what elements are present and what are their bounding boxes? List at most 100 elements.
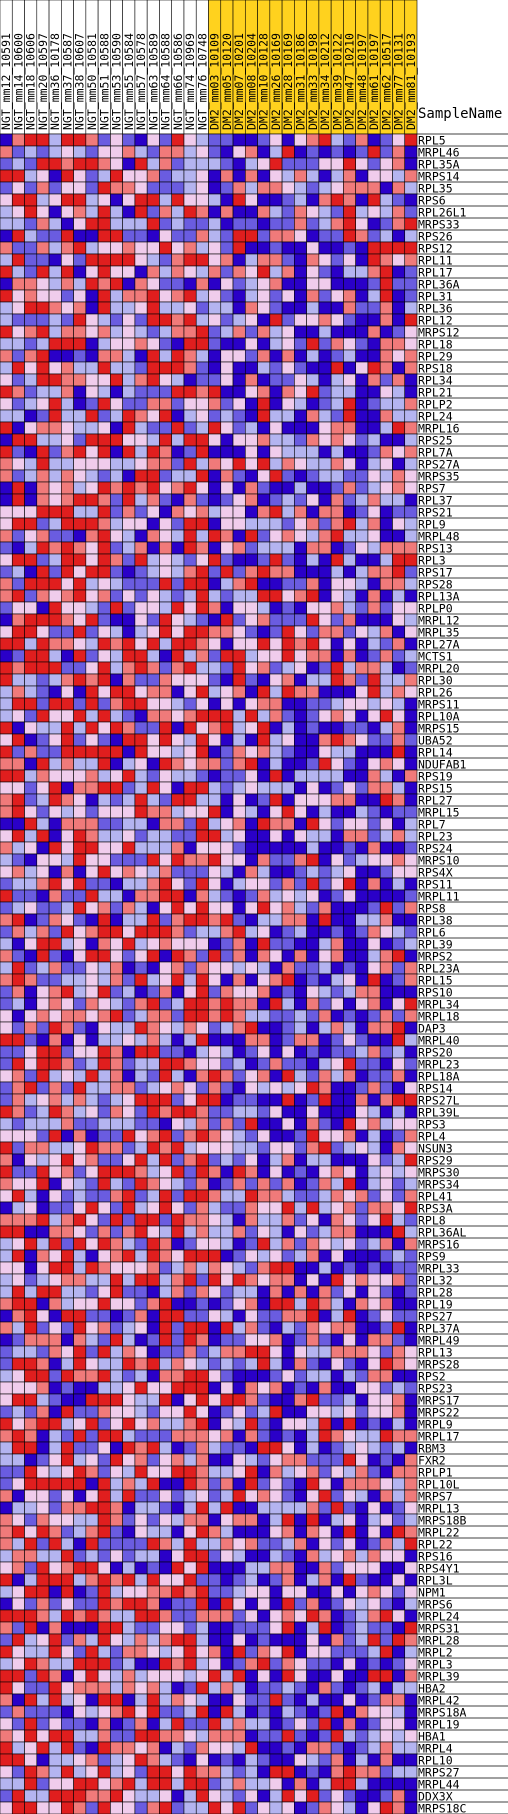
heatmap-cell	[48, 373, 62, 387]
heatmap-cell	[269, 697, 283, 711]
heatmap-cell	[73, 1705, 87, 1719]
heatmap-cell	[281, 805, 295, 819]
heatmap-cell	[367, 1765, 381, 1779]
heatmap-cell	[257, 769, 271, 783]
heatmap-cell	[159, 1585, 173, 1599]
heatmap-cell	[343, 433, 356, 447]
heatmap-cell	[269, 841, 283, 855]
heatmap-cell	[367, 373, 381, 387]
heatmap-cell	[367, 1381, 381, 1395]
heatmap-cell	[171, 373, 185, 387]
heatmap-cell	[61, 1597, 74, 1611]
heatmap-cell	[85, 373, 99, 387]
heatmap-cell	[306, 541, 320, 555]
heatmap-cell	[208, 1729, 222, 1743]
heatmap-cell	[318, 1189, 332, 1203]
heatmap-cell	[159, 1657, 173, 1671]
heatmap-cell	[294, 169, 307, 183]
row-label: RPL23	[418, 830, 453, 844]
heatmap-cell	[11, 685, 25, 699]
heatmap-cell	[122, 1057, 136, 1071]
heatmap-cell	[73, 1753, 87, 1767]
heatmap-cell	[392, 349, 406, 363]
heatmap-cell	[318, 1729, 332, 1743]
heatmap-cell	[281, 517, 295, 531]
row-label: RPL21	[418, 386, 453, 400]
heatmap-cell	[220, 589, 234, 603]
heatmap-cell	[232, 325, 246, 339]
heatmap-cell	[244, 793, 258, 807]
heatmap-cell	[220, 733, 234, 747]
heatmap-cell	[257, 1093, 271, 1107]
heatmap-cell	[269, 649, 283, 663]
heatmap-cell	[330, 289, 344, 303]
heatmap-cell	[146, 1129, 160, 1143]
heatmap-cell	[404, 1261, 418, 1275]
heatmap-cell	[306, 733, 320, 747]
heatmap-cell	[404, 1705, 418, 1719]
heatmap-cell	[281, 325, 295, 339]
heatmap-cell	[36, 661, 50, 675]
row-label: RPS7	[418, 482, 446, 496]
heatmap-cell	[379, 1549, 393, 1563]
heatmap-cell	[355, 661, 369, 675]
row-label: RPS23	[418, 1382, 453, 1396]
heatmap-cell	[36, 1645, 50, 1659]
heatmap-cell	[232, 301, 246, 315]
heatmap-cell	[0, 205, 13, 219]
heatmap-cell	[110, 625, 123, 639]
heatmap-cell	[306, 1369, 320, 1383]
heatmap-cell	[208, 1021, 222, 1035]
heatmap-cell	[281, 1033, 295, 1047]
heatmap-cell	[379, 685, 393, 699]
heatmap-cell	[85, 1477, 99, 1491]
heatmap-cell	[36, 1309, 50, 1323]
heatmap-cell	[379, 1717, 393, 1731]
heatmap-cell	[11, 1717, 25, 1731]
heatmap-cell	[24, 661, 38, 675]
heatmap-cell	[195, 1033, 209, 1047]
heatmap-cell	[159, 1741, 173, 1755]
heatmap-cell	[294, 1057, 307, 1071]
heatmap-cell	[355, 265, 369, 279]
heatmap-cell	[48, 721, 62, 735]
heatmap-cell	[171, 1141, 185, 1155]
heatmap-cell	[48, 1693, 62, 1707]
heatmap-cell	[97, 217, 111, 231]
row-label: RPL26L1	[418, 206, 467, 220]
heatmap-cell	[73, 853, 87, 867]
heatmap-cell	[122, 1657, 136, 1671]
column-label: DM2_mm34_10212	[318, 33, 332, 130]
heatmap-cell	[36, 589, 50, 603]
heatmap-cell	[122, 1693, 136, 1707]
heatmap-cell	[48, 469, 62, 483]
heatmap-cell	[343, 265, 356, 279]
heatmap-cell	[232, 253, 246, 267]
heatmap-cell	[232, 517, 246, 531]
heatmap-cell	[134, 169, 148, 183]
row-label: RPL39	[418, 938, 453, 952]
heatmap-cell	[232, 1417, 246, 1431]
heatmap-cell	[367, 1429, 381, 1443]
heatmap-cell	[281, 1525, 295, 1539]
heatmap-cell	[36, 1045, 50, 1059]
heatmap-cell	[61, 529, 74, 543]
heatmap-cell	[85, 1525, 99, 1539]
row-label: MRPL12	[418, 614, 460, 628]
heatmap-cell	[36, 349, 50, 363]
heatmap-cell	[146, 853, 160, 867]
heatmap-cell	[232, 1165, 246, 1179]
heatmap-cell	[343, 457, 356, 471]
heatmap-cell	[24, 913, 38, 927]
heatmap-cell	[294, 289, 307, 303]
heatmap-cell	[208, 661, 222, 675]
heatmap-cell	[146, 1045, 160, 1059]
heatmap-cell	[195, 841, 209, 855]
heatmap-cell	[269, 985, 283, 999]
heatmap-cell	[269, 1729, 283, 1743]
row-label: RPL11	[418, 254, 453, 268]
heatmap-cell	[379, 781, 393, 795]
heatmap-cell	[61, 973, 74, 987]
heatmap-cell	[24, 1381, 38, 1395]
heatmap-cell	[134, 925, 148, 939]
